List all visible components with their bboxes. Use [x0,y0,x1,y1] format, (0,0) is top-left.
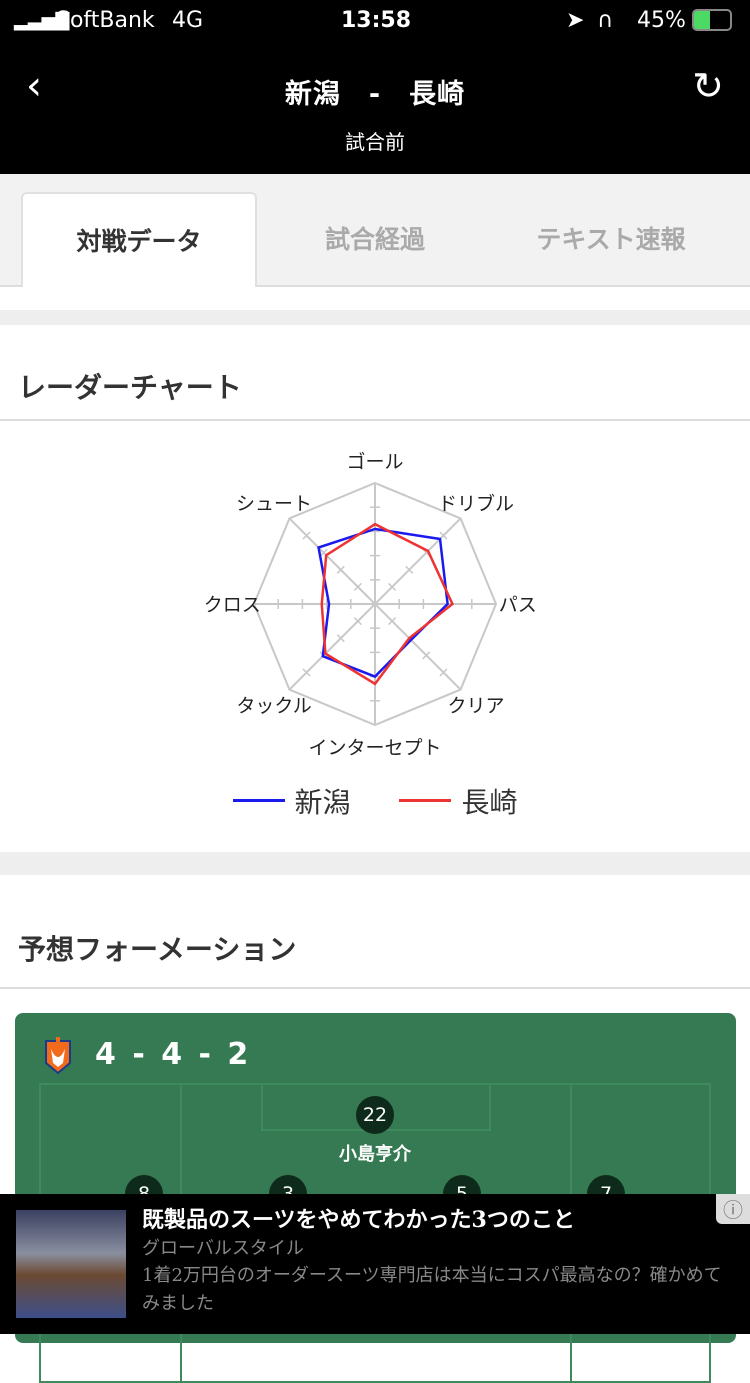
ad-sponsor: グローバルスタイル [142,1238,304,1259]
radar-axis-label: パス [499,594,537,616]
formation-section-title: 予想フォーメーション [18,933,297,966]
radar-axis-label: クロス [204,594,261,616]
back-icon[interactable]: ‹ [26,63,42,109]
divider [0,987,750,989]
match-header: ‹ 新潟 - 長崎 試合前 ↻ [0,44,750,174]
radar-tick [405,565,414,574]
radar-tick [388,617,397,626]
player-marker-gk[interactable]: 22 [356,1096,394,1134]
radar-tick [336,565,345,574]
legend-swatch [232,799,285,802]
battery-percent: 45% [637,8,686,33]
radar-tick [319,548,328,557]
radar-axis [288,517,376,605]
section-separator [0,310,750,325]
formation-label: 4 - 4 - 2 [95,1037,252,1072]
headphones-icon: ∩ [597,8,614,33]
battery-icon [692,9,732,31]
carrier: SoftBank [56,8,155,33]
radar-tick [439,668,448,677]
divider [0,419,750,421]
radar-tick [422,651,431,660]
radar-axis [288,603,376,691]
radar-tick [353,617,362,626]
radar-series-新潟 [317,527,449,679]
legend-swatch [399,799,452,802]
radar-axis-label: タックル [236,695,311,717]
legend-label: 新潟 [294,785,351,819]
team-crest-icon [45,1037,71,1075]
refresh-icon[interactable]: ↻ [692,64,724,108]
ad-banner[interactable]: 既製品のスーツをやめてわかった3つのこと グローバルスタイル 1着2万円台のオー… [0,1194,750,1334]
radar-axis [374,603,462,691]
radar-axis-label: シュート [236,493,312,515]
tab-match-data[interactable]: 対戦データ [21,192,257,287]
ad-info-icon[interactable]: ⓘ [716,1194,750,1224]
tab-match-progress[interactable]: 試合経過 [324,225,425,254]
player-name-gk: 小島亨介 [339,1144,411,1165]
radar-tick [439,531,448,540]
radar-tick [388,582,397,591]
network: 4G [172,8,204,33]
radar-axis [374,517,462,605]
radar-tick [336,634,345,643]
clock: 13:58 [341,8,412,33]
legend-item-niigata: 新潟 [232,781,351,821]
radar-section-title: レーダーチャート [18,371,242,404]
radar-tick [302,668,311,677]
radar-axis-label: インターセプト [308,737,441,759]
ad-headline[interactable]: 既製品のスーツをやめてわかった3つのこと [142,1207,575,1233]
signal-icon: ▂▃▅▇ [14,10,70,31]
radar-axis-label: クリア [447,695,504,717]
section-separator [0,852,750,875]
chart-legend: 新潟 長崎 [0,776,750,821]
legend-item-nagasaki: 長崎 [399,781,517,821]
location-icon: ➤ [566,8,585,33]
ad-description: 1着2万円台のオーダースーツ専門店は本当にコスパ最高なの？確かめてみました [142,1265,722,1314]
radar-axis-label: ゴール [346,451,403,473]
radar-axis-label: ドリブル [438,492,514,515]
match-status: 試合前 [345,130,405,154]
ad-image[interactable] [16,1210,126,1318]
status-bar: ▂▃▅▇ SoftBank 4G 13:58 ➤ ∩ 45% [0,0,750,44]
radar-tick [353,582,362,591]
tab-bar: 対戦データ 試合経過 テキスト速報 [0,174,750,287]
radar-series-長崎 [320,522,454,686]
match-title: 新潟 - 長崎 [284,79,466,110]
radar-tick [302,531,311,540]
legend-label: 長崎 [461,785,518,819]
tab-text-live[interactable]: テキスト速報 [536,225,686,254]
